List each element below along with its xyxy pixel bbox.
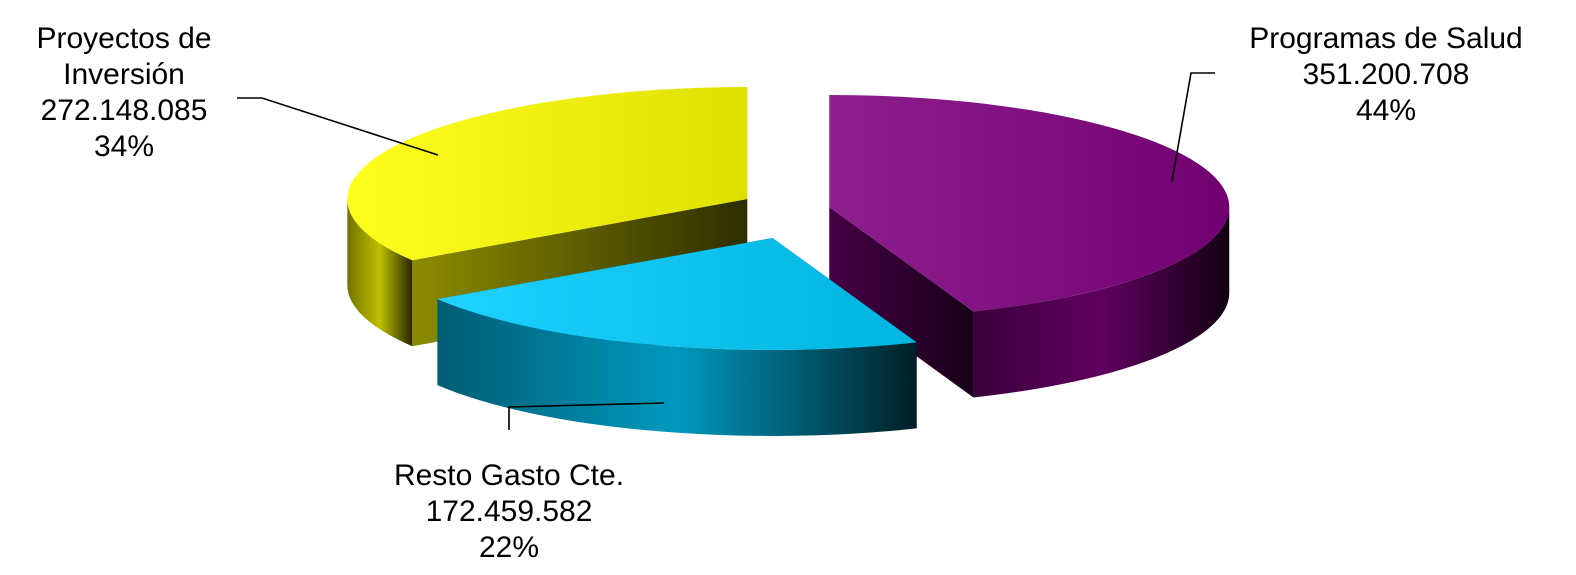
slice-label-value: 351.200.708 — [1303, 58, 1470, 91]
slice-label-percent: 22% — [479, 531, 539, 564]
slice-1-outer-rim — [437, 299, 917, 436]
slice-label-percent: 34% — [94, 130, 154, 163]
slice-label-name: Inversión — [63, 58, 185, 91]
slice-0-side-face — [829, 206, 974, 398]
slice-2-leader-line — [237, 97, 439, 156]
slice-0-leader-line — [1171, 72, 1215, 182]
slice-2-outer-rim — [347, 199, 413, 347]
slice-0-outer-rim — [973, 206, 1230, 398]
pie-slices — [347, 87, 1230, 436]
slice-label-name: Resto Gasto Cte. — [394, 459, 624, 492]
slice-1-leader-line — [508, 402, 665, 430]
slice-2-top — [347, 87, 748, 261]
slice-0-top — [829, 94, 1230, 312]
slice-label-name: Proyectos de — [36, 22, 211, 55]
slice-label-percent: 44% — [1356, 94, 1416, 127]
slice-label-value: 272.148.085 — [41, 94, 208, 127]
slice-1-top — [437, 237, 917, 350]
slice-label-name: Programas de Salud — [1249, 22, 1523, 55]
slice-label-value: 172.459.582 — [426, 495, 593, 528]
